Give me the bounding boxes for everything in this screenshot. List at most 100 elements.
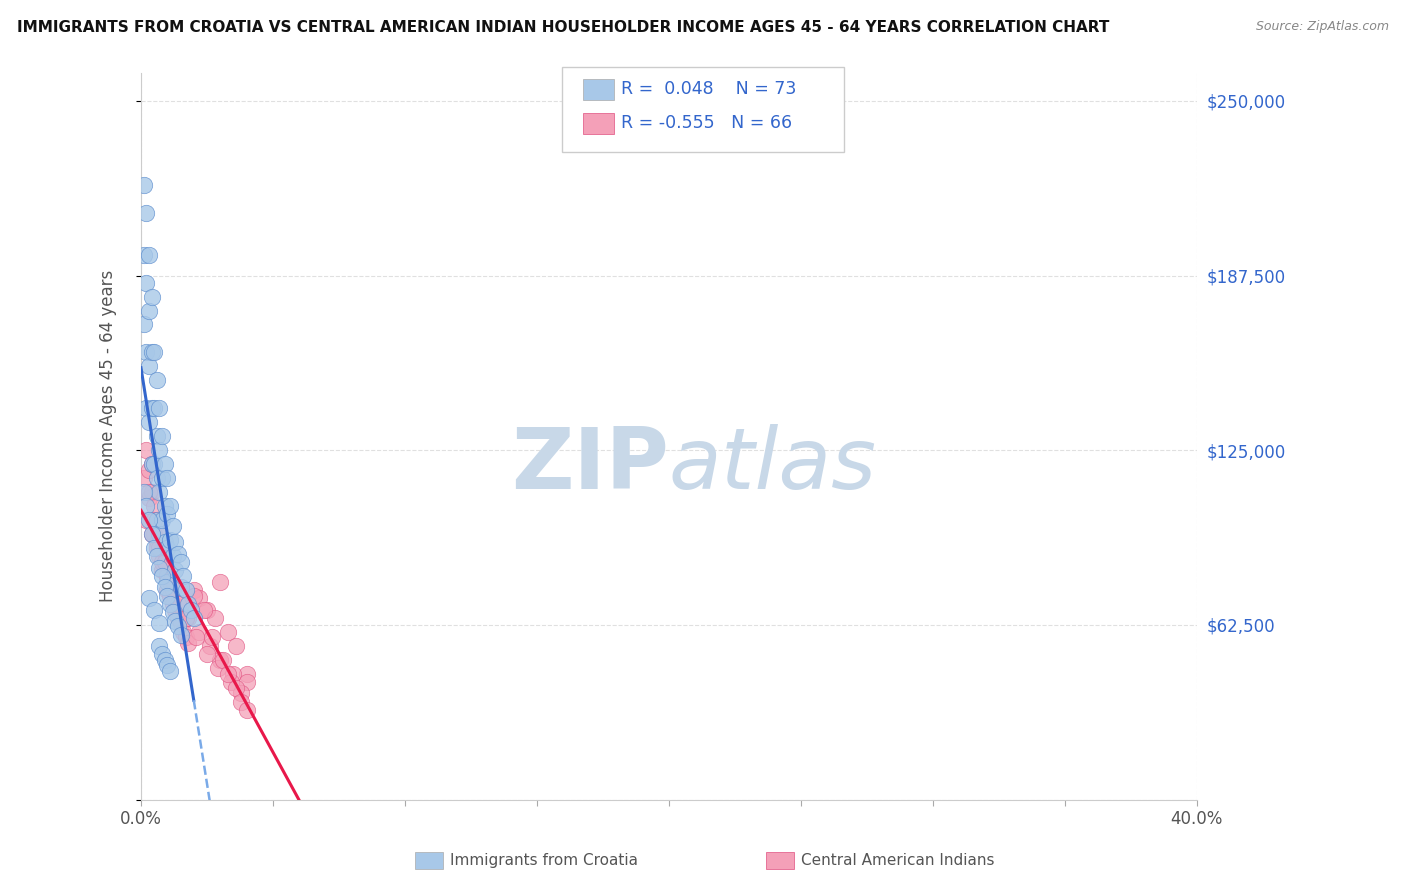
Point	[188, 591, 211, 606]
Point	[169, 580, 191, 594]
Point	[135, 276, 157, 290]
Point	[150, 555, 173, 569]
Point	[153, 580, 176, 594]
Point	[156, 508, 179, 522]
Point	[162, 597, 184, 611]
Point	[135, 401, 157, 416]
Point	[148, 527, 170, 541]
Point	[141, 485, 163, 500]
Point	[138, 591, 160, 606]
Point	[148, 443, 170, 458]
Point	[146, 513, 169, 527]
Point	[219, 675, 242, 690]
Point	[174, 582, 197, 597]
Point	[165, 535, 187, 549]
Point	[141, 401, 163, 416]
Point	[143, 602, 166, 616]
Point	[211, 653, 233, 667]
Text: R =  0.048    N = 73: R = 0.048 N = 73	[621, 80, 797, 98]
Point	[201, 631, 224, 645]
Point	[174, 631, 197, 645]
Point	[143, 541, 166, 555]
Point	[162, 582, 184, 597]
Point	[217, 666, 239, 681]
Point	[165, 602, 187, 616]
Point	[146, 513, 169, 527]
Point	[156, 658, 179, 673]
Point	[177, 636, 200, 650]
Point	[141, 457, 163, 471]
Point	[132, 485, 155, 500]
Text: ZIP: ZIP	[510, 424, 669, 507]
Point	[153, 535, 176, 549]
Point	[146, 373, 169, 387]
Point	[235, 675, 257, 690]
Point	[153, 653, 176, 667]
Point	[225, 639, 247, 653]
Point	[148, 639, 170, 653]
Point	[217, 624, 239, 639]
Point	[138, 247, 160, 261]
Point	[135, 205, 157, 219]
Point	[141, 345, 163, 359]
Point	[169, 627, 191, 641]
Point	[183, 611, 205, 625]
Point	[198, 639, 221, 653]
Point	[172, 569, 194, 583]
Point	[156, 569, 179, 583]
Point	[146, 541, 169, 555]
Point	[146, 535, 169, 549]
Point	[138, 485, 160, 500]
Point	[195, 647, 218, 661]
Point	[169, 616, 191, 631]
Point	[143, 527, 166, 541]
Point	[169, 555, 191, 569]
Point	[207, 661, 229, 675]
Point	[156, 471, 179, 485]
Point	[146, 549, 169, 564]
Point	[156, 589, 179, 603]
Point	[148, 549, 170, 564]
Point	[141, 289, 163, 303]
Point	[159, 664, 181, 678]
Point	[138, 303, 160, 318]
Point	[138, 359, 160, 374]
Point	[162, 549, 184, 564]
Point	[156, 574, 179, 589]
Point	[209, 574, 232, 589]
Text: Immigrants from Croatia: Immigrants from Croatia	[450, 853, 638, 868]
Point	[148, 527, 170, 541]
Point	[143, 401, 166, 416]
Point	[143, 345, 166, 359]
Point	[162, 518, 184, 533]
Point	[188, 624, 211, 639]
Point	[209, 653, 232, 667]
Point	[167, 597, 190, 611]
Point	[231, 695, 253, 709]
Text: atlas: atlas	[669, 424, 877, 507]
Point	[159, 499, 181, 513]
Point	[156, 541, 179, 555]
Point	[231, 686, 253, 700]
Point	[143, 499, 166, 513]
Point	[132, 247, 155, 261]
Text: R = -0.555   N = 66: R = -0.555 N = 66	[621, 114, 793, 132]
Point	[165, 614, 187, 628]
Point	[143, 513, 166, 527]
Point	[169, 597, 191, 611]
Point	[146, 429, 169, 443]
Point	[167, 619, 190, 633]
Point	[150, 429, 173, 443]
Point	[167, 611, 190, 625]
Point	[138, 513, 160, 527]
Point	[146, 471, 169, 485]
Point	[235, 703, 257, 717]
Point	[148, 560, 170, 574]
Point	[135, 499, 157, 513]
Point	[132, 178, 155, 192]
Point	[153, 555, 176, 569]
Point	[180, 602, 202, 616]
Point	[135, 443, 157, 458]
Point	[162, 605, 184, 619]
Point	[150, 471, 173, 485]
